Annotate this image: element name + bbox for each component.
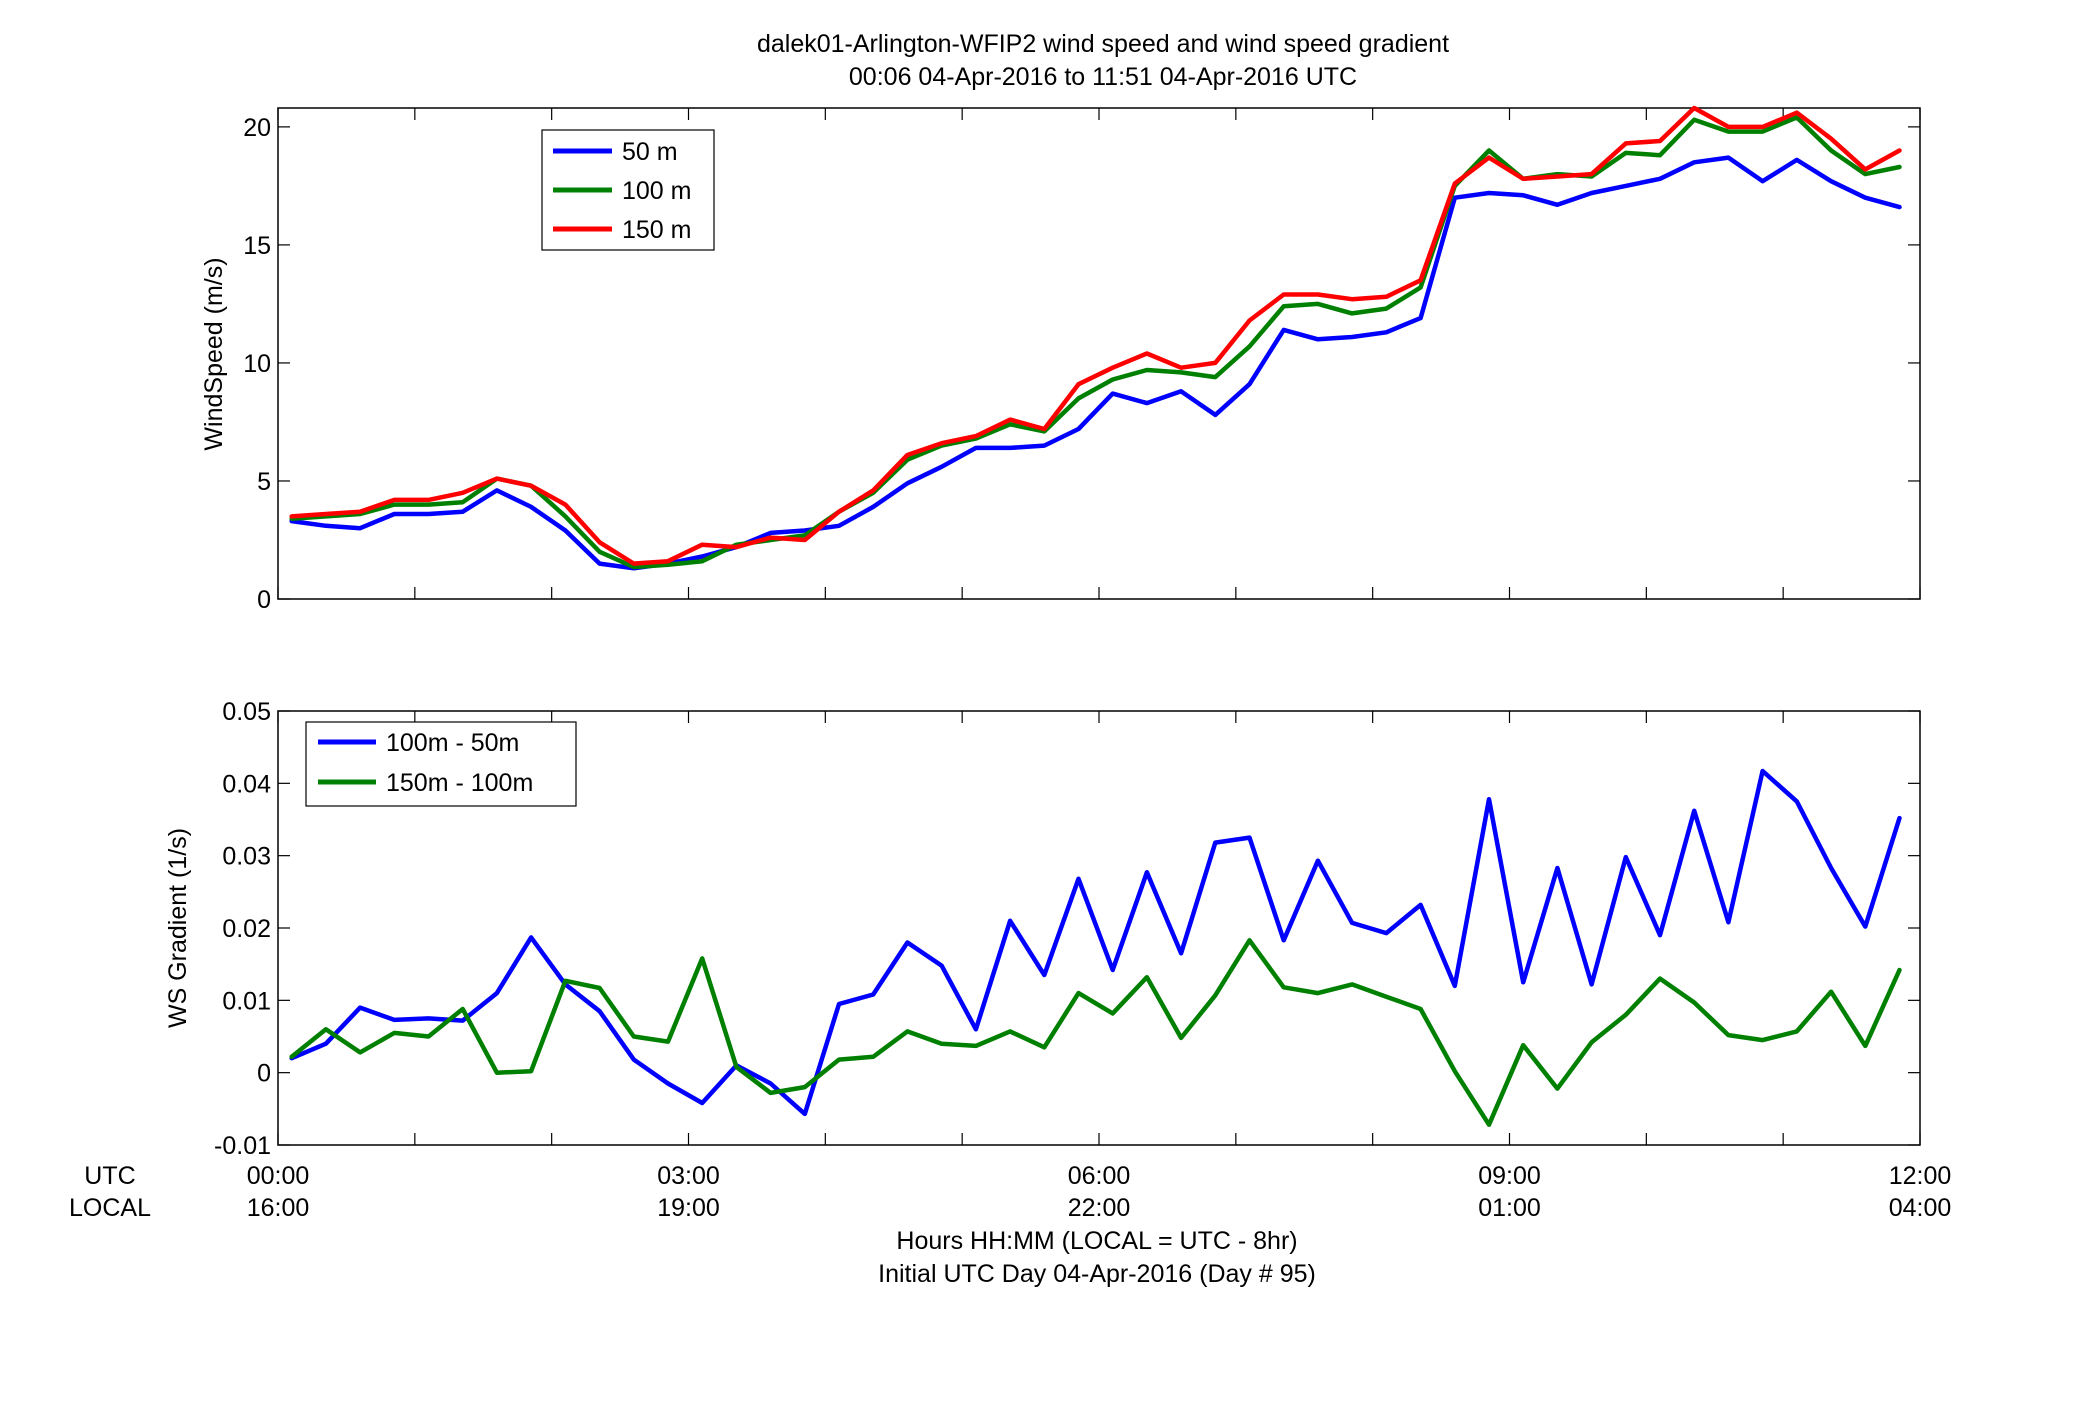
x-axis-sublabel: Initial UTC Day 04-Apr-2016 (Day # 95) bbox=[878, 1260, 1316, 1288]
gradient-legend: 100m - 50m 150m - 100m bbox=[305, 721, 577, 807]
windspeed-panel: 0 5 10 15 20 WindSpeed (m/s) 50 m 100 m 150 … bbox=[200, 105, 1921, 614]
x-tick-label-local: 19:00 bbox=[657, 1194, 720, 1222]
gradient-legend-box bbox=[305, 721, 577, 807]
legend-label-100m: 100 m bbox=[622, 177, 691, 205]
windspeed-plot-area bbox=[277, 107, 1921, 600]
windspeed-legend: 50 m 100 m 150 m bbox=[541, 129, 715, 251]
x-axis-label: Hours HH:MM (LOCAL = UTC - 8hr) bbox=[896, 1227, 1297, 1255]
x-tick-label-local: 22:00 bbox=[1068, 1194, 1131, 1222]
windspeed-y-axis-label: WindSpeed (m/s) bbox=[200, 257, 228, 450]
series-line-100-m bbox=[289, 115, 1902, 570]
gradient-x-ticks: 00:00 16:00 03:00 19:00 06:00 22:00 09:00 01:00… bbox=[247, 711, 1952, 1222]
windspeed-x-ticks bbox=[277, 108, 1921, 599]
gradient-y-axis-label: WS Gradient (1/s) bbox=[164, 828, 192, 1028]
series-line-150-m bbox=[289, 105, 1902, 566]
y-tick-label: 0.01 bbox=[222, 987, 271, 1015]
y-tick-label: 20 bbox=[243, 114, 271, 142]
gradient-panel: 00:00 16:00 03:00 19:00 06:00 22:00 09:00 01:00… bbox=[164, 698, 1951, 1222]
legend-label-150m: 150 m bbox=[622, 216, 691, 244]
y-tick-label: 0.05 bbox=[222, 698, 271, 726]
chart-title: dalek01-Arlington-WFIP2 wind speed and w… bbox=[757, 30, 1449, 58]
legend-label-50m: 50 m bbox=[622, 138, 678, 166]
x-tick-label-utc: 03:00 bbox=[657, 1162, 720, 1190]
y-tick-label: 0 bbox=[257, 586, 271, 614]
y-tick-label: 0.04 bbox=[222, 770, 271, 798]
local-row-label: LOCAL bbox=[69, 1194, 151, 1222]
y-tick-label: 15 bbox=[243, 232, 271, 260]
legend-label-100m-50m: 100m - 50m bbox=[386, 729, 519, 757]
legend-label-150m-100m: 150m - 100m bbox=[386, 769, 533, 797]
windspeed-series bbox=[289, 105, 1902, 571]
gradient-y-ticks: -0.01 0 0.01 0.02 0.03 0.04 0.05 bbox=[214, 698, 1920, 1160]
x-tick-label-local: 04:00 bbox=[1889, 1194, 1952, 1222]
x-tick-label-utc: 00:00 bbox=[247, 1162, 310, 1190]
gradient-series bbox=[289, 768, 1902, 1127]
series-line-100m-50m bbox=[289, 768, 1902, 1117]
y-tick-label: 0 bbox=[257, 1060, 271, 1088]
x-tick-label-utc: 09:00 bbox=[1478, 1162, 1541, 1190]
y-tick-label: 0.02 bbox=[222, 915, 271, 943]
x-tick-label-utc: 06:00 bbox=[1068, 1162, 1131, 1190]
x-tick-label-local: 01:00 bbox=[1478, 1194, 1541, 1222]
y-tick-label: 5 bbox=[257, 468, 271, 496]
x-tick-label-local: 16:00 bbox=[247, 1194, 310, 1222]
y-tick-label: 0.03 bbox=[222, 843, 271, 871]
series-line-50-m bbox=[289, 155, 1902, 571]
windspeed-y-ticks: 0 5 10 15 20 bbox=[243, 114, 1920, 614]
utc-row-label: UTC bbox=[84, 1162, 135, 1190]
y-tick-label: -0.01 bbox=[214, 1132, 271, 1160]
series-line-150m-100m bbox=[289, 938, 1902, 1127]
y-tick-label: 10 bbox=[243, 350, 271, 378]
chart-subtitle: 00:06 04-Apr-2016 to 11:51 04-Apr-2016 U… bbox=[849, 63, 1357, 91]
x-tick-label-utc: 12:00 bbox=[1889, 1162, 1952, 1190]
